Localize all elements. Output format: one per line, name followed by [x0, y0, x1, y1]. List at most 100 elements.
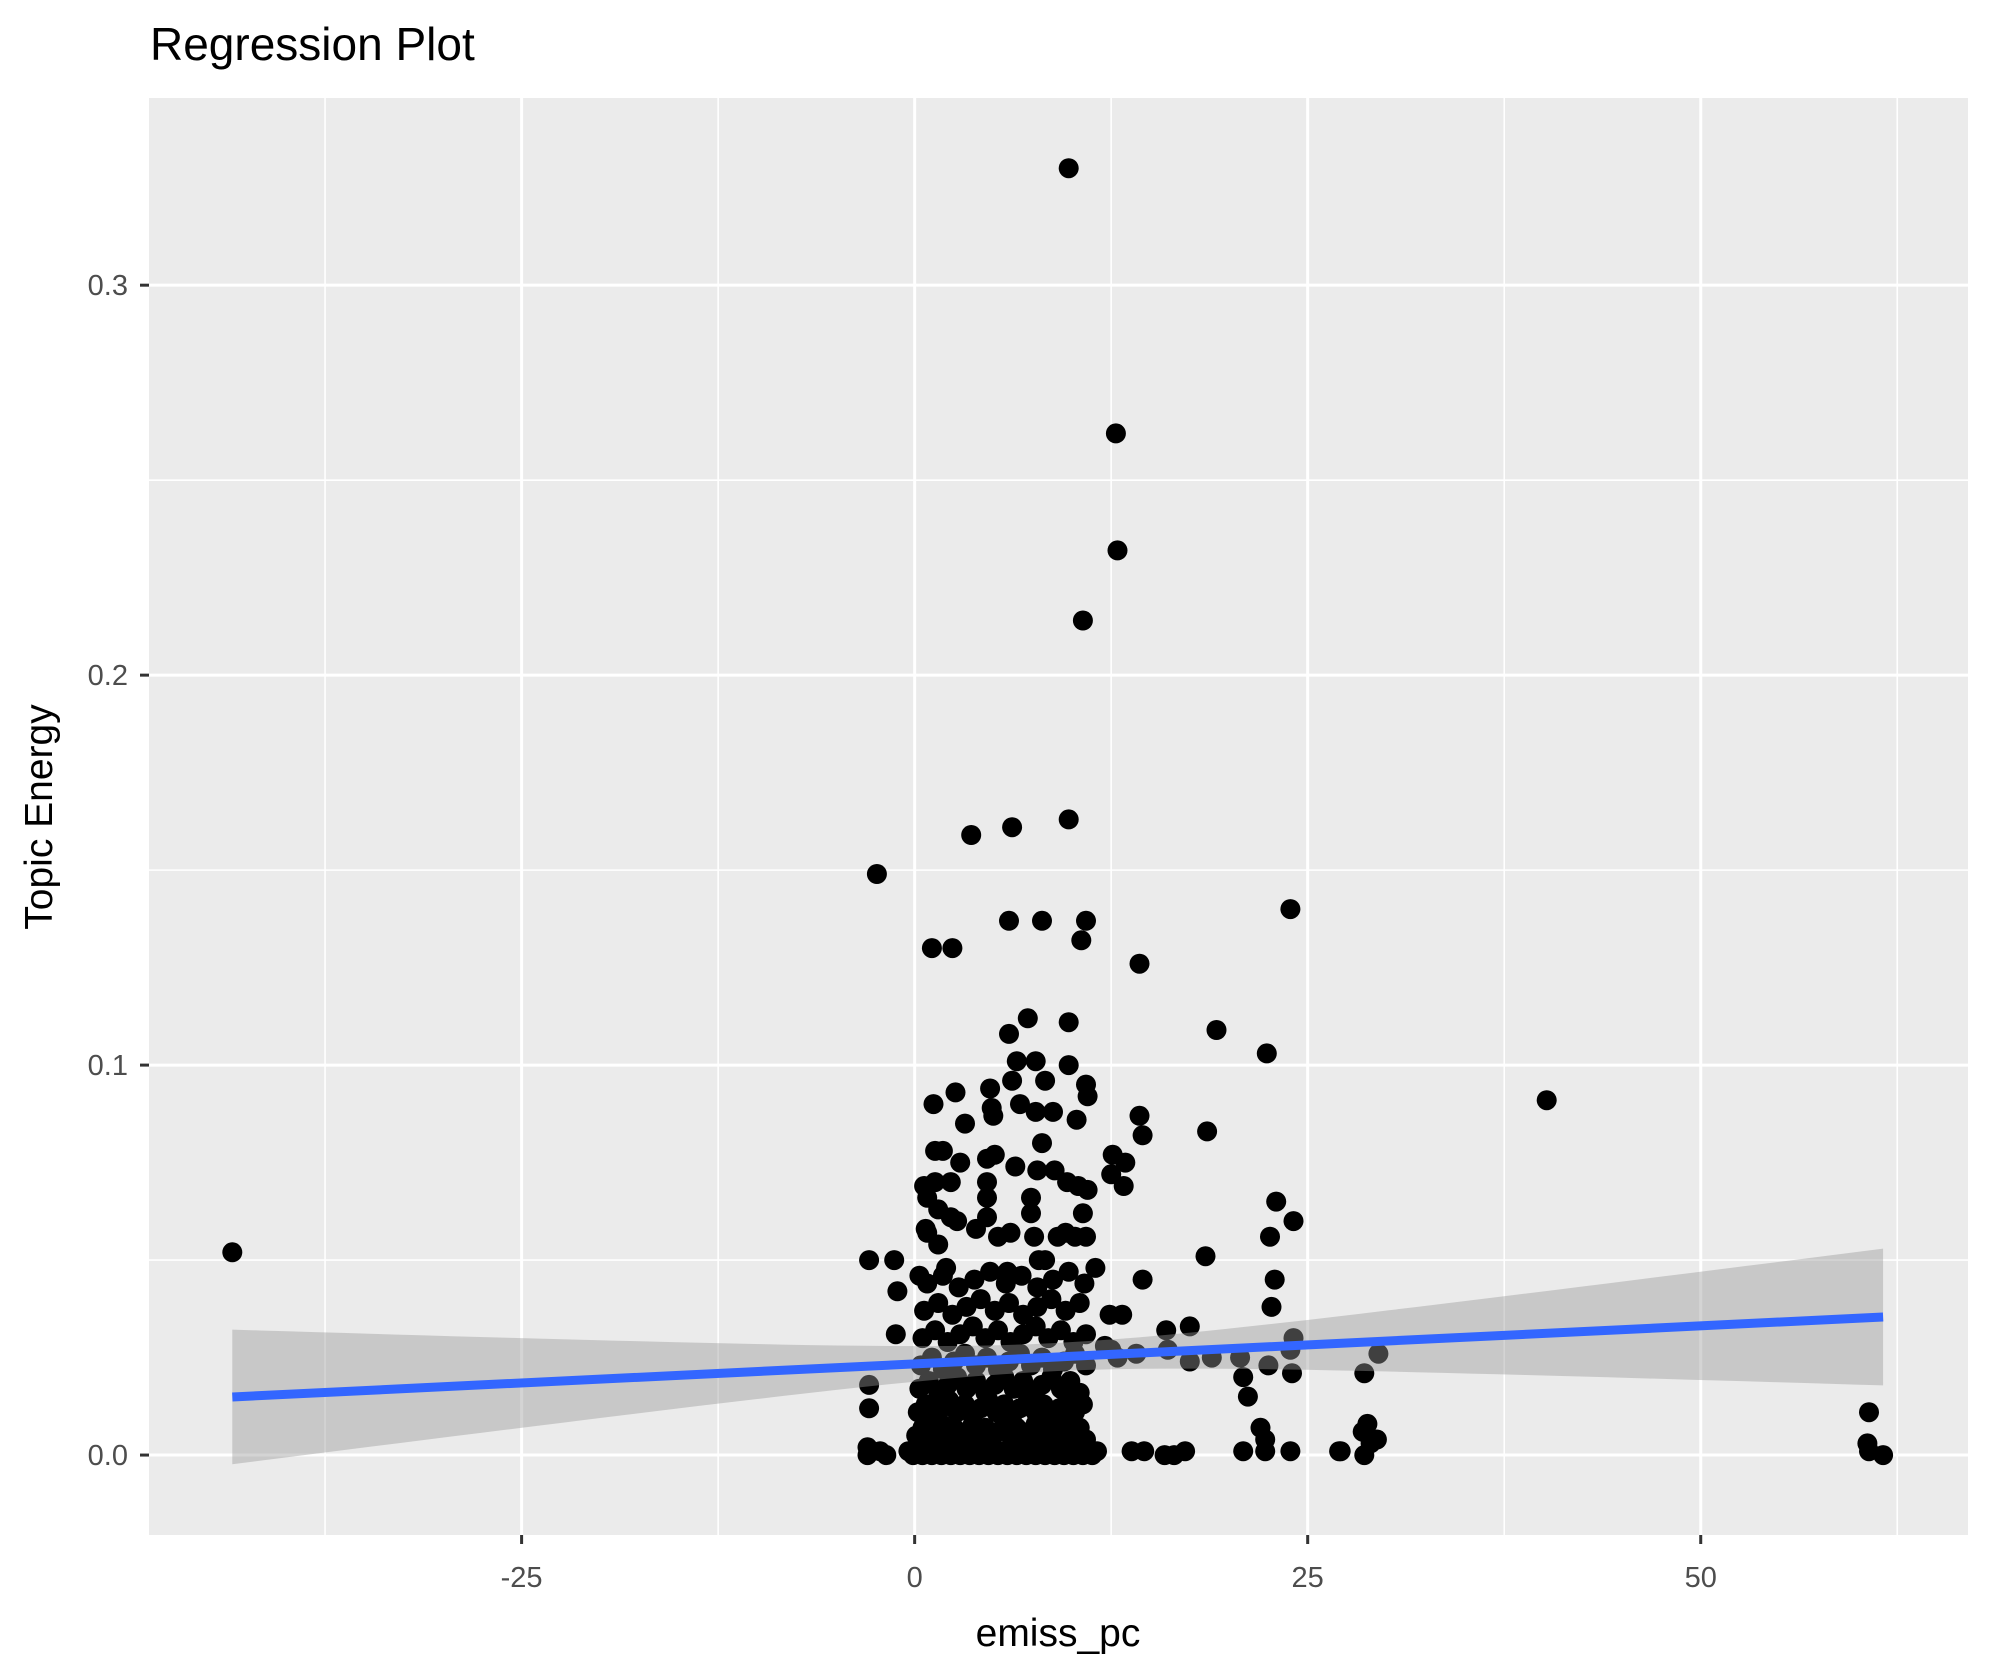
data-point	[947, 1211, 968, 1232]
data-point	[1027, 1277, 1048, 1298]
data-point	[1134, 1441, 1155, 1462]
data-point	[923, 1094, 944, 1115]
data-point	[1282, 1363, 1302, 1384]
data-point	[1264, 1269, 1285, 1290]
data-point	[1074, 1273, 1095, 1294]
data-point	[1354, 1363, 1375, 1384]
data-point	[1066, 1109, 1087, 1130]
y-tick-label: 0.1	[88, 1050, 128, 1082]
data-point	[1002, 1070, 1023, 1091]
data-point	[1112, 1304, 1133, 1325]
data-point	[942, 938, 963, 959]
data-point	[995, 1273, 1016, 1294]
data-point	[885, 1324, 906, 1345]
data-point	[1129, 1105, 1150, 1126]
y-tick-label: 0.0	[88, 1440, 128, 1472]
data-point	[1058, 1055, 1079, 1076]
data-point	[1266, 1191, 1287, 1212]
data-point	[988, 1320, 1008, 1341]
data-point	[999, 910, 1019, 931]
data-point	[1105, 423, 1126, 444]
data-point	[1195, 1246, 1216, 1267]
data-point	[1027, 1160, 1048, 1181]
data-point	[932, 1265, 953, 1286]
data-point	[964, 1269, 985, 1290]
data-point	[1113, 1176, 1134, 1196]
data-point	[1000, 1222, 1021, 1243]
plot-title: Regression Plot	[150, 18, 475, 70]
data-point	[1072, 610, 1093, 631]
data-point	[1280, 899, 1301, 920]
data-point	[950, 1152, 971, 1173]
data-point	[859, 1250, 880, 1271]
data-point	[1058, 809, 1079, 830]
data-point	[928, 1293, 949, 1313]
data-point	[1156, 1320, 1177, 1341]
data-point	[859, 1374, 880, 1395]
data-point	[1255, 1441, 1276, 1462]
data-point	[945, 1082, 966, 1103]
data-point	[1050, 1320, 1071, 1341]
x-tick-label: -25	[501, 1562, 543, 1594]
data-point	[1025, 1316, 1046, 1337]
data-point	[961, 825, 982, 845]
data-point	[1069, 1382, 1090, 1403]
scatter-points	[222, 158, 1894, 1466]
data-point	[1032, 910, 1052, 931]
data-point	[887, 1281, 908, 1302]
data-point	[1041, 1289, 1062, 1310]
data-point	[966, 1218, 986, 1239]
data-point	[1043, 1269, 1063, 1290]
data-point	[1021, 1187, 1041, 1208]
data-point	[999, 1293, 1019, 1313]
data-point	[1258, 1355, 1279, 1376]
y-tick-label: 0.3	[88, 270, 128, 302]
data-point	[1132, 1125, 1153, 1146]
data-point	[1261, 1296, 1282, 1317]
data-point	[925, 1320, 946, 1341]
data-point	[1179, 1351, 1200, 1372]
data-point	[1011, 1265, 1032, 1286]
data-point	[1197, 1121, 1218, 1142]
data-point	[1115, 1152, 1136, 1173]
data-point	[1101, 1164, 1122, 1185]
data-point	[977, 1172, 997, 1193]
data-point	[1330, 1441, 1351, 1462]
data-point	[928, 1234, 949, 1255]
data-point	[1260, 1226, 1280, 1247]
data-point	[1368, 1343, 1389, 1364]
data-point	[866, 864, 887, 884]
data-point	[962, 1316, 983, 1337]
data-point	[1859, 1402, 1879, 1423]
data-point	[1076, 1324, 1096, 1345]
data-point	[1076, 1226, 1096, 1247]
axis-tick-labels: -25 0 25 50 0.0 0.1 0.2 0.3	[88, 270, 1717, 1594]
data-point	[1077, 1086, 1098, 1107]
data-point	[948, 1277, 969, 1298]
data-point	[859, 1398, 880, 1419]
data-point	[1072, 1203, 1093, 1224]
data-point	[1132, 1269, 1153, 1290]
data-point	[977, 1187, 997, 1208]
minor-gridlines	[149, 98, 1968, 1535]
data-point	[1028, 1250, 1049, 1271]
data-point	[1076, 910, 1096, 931]
major-gridlines	[149, 98, 1968, 1535]
data-point	[1058, 158, 1079, 179]
data-point	[955, 1113, 975, 1134]
data-point	[1076, 1355, 1096, 1376]
data-point	[1002, 817, 1023, 838]
data-point	[1076, 1429, 1096, 1450]
data-point	[1164, 1445, 1185, 1466]
data-point	[1233, 1367, 1254, 1388]
data-point	[870, 1441, 891, 1462]
regression-line-path	[232, 1312, 1884, 1402]
data-point	[1069, 1293, 1090, 1313]
data-point	[1006, 1051, 1027, 1072]
regression-line	[232, 1312, 1884, 1402]
data-point	[940, 1172, 961, 1193]
data-point	[1017, 1008, 1038, 1029]
data-point	[1025, 1051, 1046, 1072]
data-point	[1237, 1386, 1258, 1407]
y-tick-label: 0.2	[88, 660, 128, 692]
